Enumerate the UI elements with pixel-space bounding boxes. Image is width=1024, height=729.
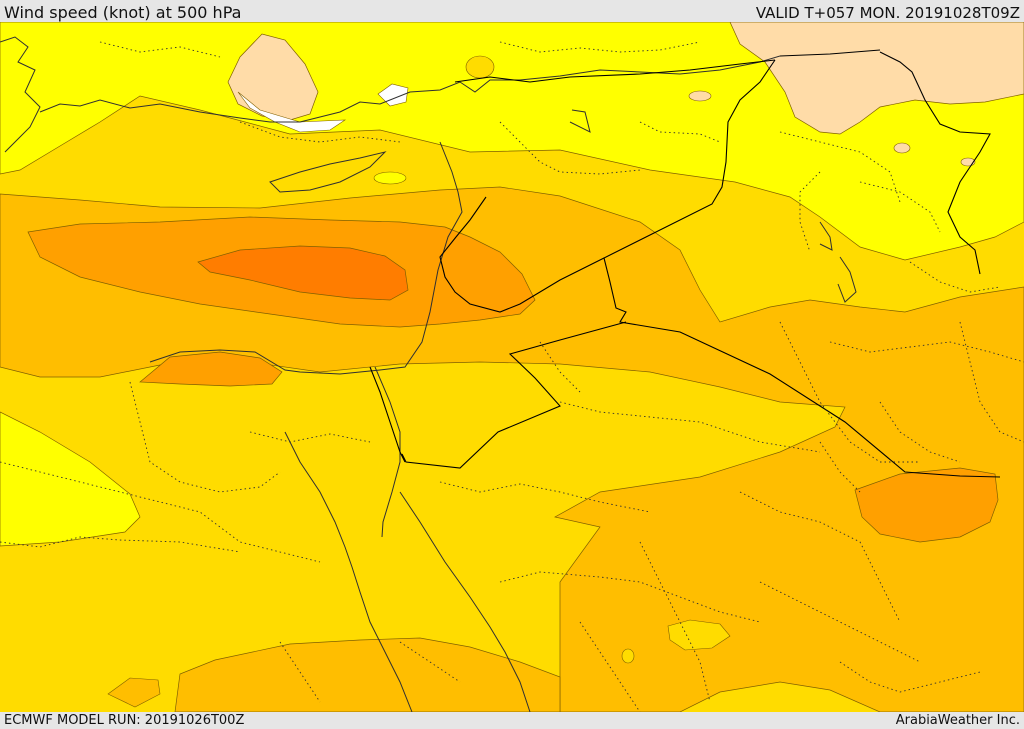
valid-time: VALID T+057 MON. 20191028T09Z bbox=[755, 4, 1020, 22]
dark-orange-core-zone bbox=[197, 245, 409, 301]
coastlines bbox=[0, 36, 857, 712]
country-borders bbox=[369, 49, 1001, 478]
beige-island bbox=[893, 142, 911, 154]
beige-island bbox=[688, 90, 712, 102]
calm-spot bbox=[377, 83, 409, 107]
orange-coast-zone bbox=[139, 351, 283, 387]
amber-band-zone bbox=[0, 186, 1024, 712]
map-canvas bbox=[0, 22, 1024, 712]
amber-south-zone bbox=[174, 637, 561, 712]
orange-east-zone bbox=[854, 467, 999, 543]
province-boundaries bbox=[0, 41, 1024, 712]
map-footer: ECMWF MODEL RUN: 20191026T00Z ArabiaWeat… bbox=[0, 712, 1024, 729]
gold-island bbox=[465, 55, 495, 79]
amber-spot bbox=[107, 677, 161, 708]
wind-speed-map bbox=[0, 22, 1024, 712]
beige-northeast-zone bbox=[729, 22, 1024, 135]
yellow-west-zone bbox=[0, 411, 141, 547]
credit-label: ArabiaWeather Inc. bbox=[895, 713, 1020, 728]
model-run-label: ECMWF MODEL RUN: 20191026T00Z bbox=[4, 713, 245, 728]
map-title: Wind speed (knot) at 500 hPa bbox=[4, 3, 242, 22]
beige-anatolia-zone bbox=[227, 33, 319, 121]
map-header: Wind speed (knot) at 500 hPa VALID T+057… bbox=[0, 0, 1024, 22]
gold-island bbox=[621, 648, 635, 664]
calm-spot bbox=[237, 91, 347, 133]
gold-island bbox=[667, 619, 731, 651]
gold-island bbox=[373, 171, 407, 185]
